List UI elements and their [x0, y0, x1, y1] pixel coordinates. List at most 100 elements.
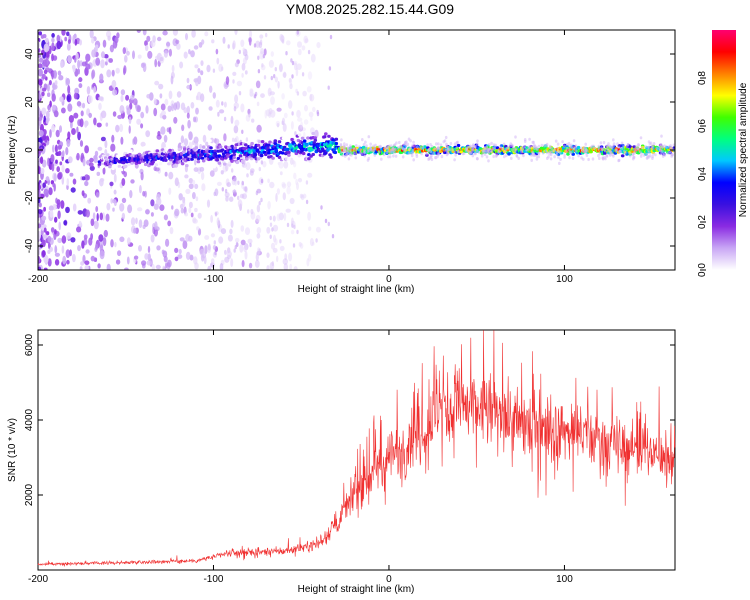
spectrogram-cell [540, 143, 544, 147]
spectrogram-cell [279, 239, 282, 244]
spectrogram-cell [647, 148, 650, 152]
spectrogram-cell [390, 144, 393, 148]
spectrogram-cell [307, 49, 311, 55]
spectrogram-cell [121, 160, 126, 164]
spectrogram-cell [51, 124, 56, 133]
spectrogram-cell [38, 63, 43, 69]
spectrogram-cell [163, 134, 168, 143]
spectrogram-cell [158, 83, 164, 90]
spectrogram-cell [67, 131, 71, 140]
spectrogram-cell [38, 57, 44, 63]
spectrogram-cell [140, 123, 144, 129]
spectrogram-cell [195, 196, 199, 202]
spectrogram-cell [565, 142, 569, 146]
spectrogram-cell [86, 86, 91, 95]
spectrogram-cell [644, 145, 648, 149]
spectrogram-cell [52, 144, 55, 153]
spectrogram-cell [95, 192, 100, 198]
spectrogram-cell [216, 181, 222, 186]
spectrogram-cell [44, 37, 49, 44]
spectrogram-cell [96, 122, 102, 128]
spectrogram-cell [79, 140, 84, 147]
spectrogram-cell [241, 73, 244, 78]
spectrogram-cell [511, 148, 514, 152]
spectrogram-cell [199, 144, 203, 149]
spectrogram-cell [296, 30, 299, 35]
spectrogram-cell [332, 148, 337, 152]
spectrogram-cell [285, 208, 291, 213]
spectrogram-cell [155, 149, 160, 153]
spectrogram-cell [489, 150, 493, 154]
spectrogram-xtick-label: -200 [28, 274, 48, 285]
spectrogram-cell [266, 265, 270, 270]
spectrogram-cell [206, 199, 211, 208]
spectrogram-cell [391, 147, 395, 151]
spectrogram-cell [46, 83, 50, 92]
spectrogram-cell [233, 146, 237, 150]
spectrogram-cell [416, 145, 419, 149]
spectrogram-cell [204, 235, 210, 240]
spectrogram-cell [177, 254, 183, 259]
spectrogram-cell [165, 238, 170, 247]
spectrogram-cell [628, 154, 632, 158]
spectrogram-cell [94, 150, 99, 157]
spectrogram-cell [38, 129, 44, 137]
spectrogram-cell [153, 98, 157, 105]
spectrogram-cell [194, 64, 199, 69]
spectrogram-cell [172, 30, 178, 36]
spectrogram-cell [255, 190, 259, 196]
spectrogram-cell [490, 141, 493, 145]
spectrogram-cell [43, 188, 49, 197]
spectrogram-cell [545, 142, 549, 146]
spectrogram-cell [258, 41, 263, 49]
spectrogram-cell [78, 220, 82, 227]
spectrogram-cell [141, 260, 147, 266]
spectrogram-cell [373, 146, 377, 150]
spectrogram-cell [339, 150, 343, 154]
spectrogram-cell [267, 143, 271, 147]
spectrogram-cell [533, 146, 536, 150]
spectrogram-cell [84, 265, 90, 270]
spectrogram-cell [41, 226, 45, 231]
spectrogram-cell [51, 53, 54, 62]
spectrogram-cell [256, 233, 261, 239]
spectrogram-cell [105, 213, 110, 222]
spectrogram-cell [43, 267, 48, 270]
spectrogram-cell [372, 144, 375, 148]
spectrogram-cell [109, 44, 114, 53]
spectrogram-cell [369, 147, 373, 151]
spectrogram-cell [50, 154, 55, 163]
spectrogram-cell [276, 213, 281, 222]
spectrogram-cell [115, 124, 120, 133]
spectrogram-cell [492, 154, 496, 159]
spectrogram-cell [160, 103, 166, 111]
spectrogram-cell [291, 111, 294, 116]
spectrogram-cell [40, 156, 44, 164]
spectrogram-cell [288, 78, 292, 83]
spectrogram-cell [642, 153, 646, 157]
spectrogram-cell [435, 142, 438, 146]
spectrogram-cell [493, 146, 497, 150]
spectrogram-cell [355, 144, 358, 148]
spectrogram-cell [142, 146, 147, 150]
spectrogram-cell [281, 120, 284, 126]
spectrogram-cell [669, 151, 673, 155]
spectrogram-cell [38, 192, 41, 199]
spectrogram-cell [192, 116, 197, 123]
spectrogram-cell [280, 151, 285, 155]
spectrogram-cell [652, 152, 655, 156]
spectrogram-cell [183, 51, 188, 59]
spectrogram-cell [185, 251, 191, 260]
spectrogram-cell [100, 59, 105, 69]
spectrogram-cell [260, 93, 265, 98]
spectrogram-cell [103, 229, 109, 238]
spectrogram-cell [85, 249, 90, 254]
spectrogram-cell [269, 262, 275, 270]
spectrogram-cell [197, 212, 202, 219]
spectrogram-cell [361, 138, 364, 142]
spectrogram-cell [204, 31, 209, 37]
spectrogram-cell [212, 245, 217, 250]
spectrogram-cell [293, 266, 298, 270]
spectrogram-cell [307, 211, 311, 221]
spectrogram-cell [216, 57, 220, 65]
